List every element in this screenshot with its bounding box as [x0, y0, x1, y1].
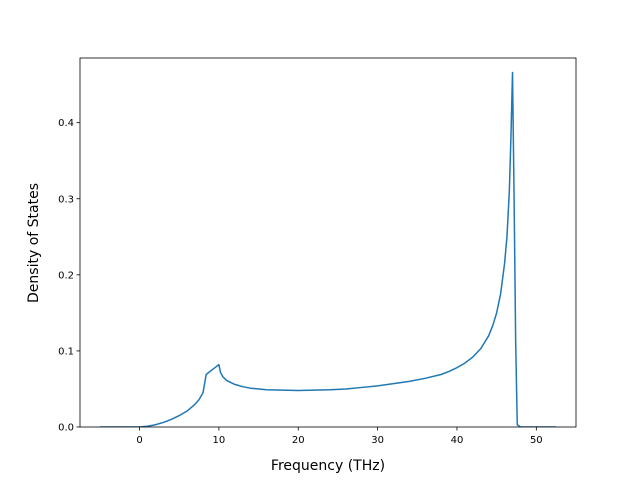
y-tick-label: 0.1	[58, 346, 74, 357]
y-tick-label: 0.4	[58, 118, 74, 129]
x-tick-label: 10	[213, 435, 226, 446]
y-tick-label: 0.0	[58, 423, 74, 434]
axes: 0 10 20 30 40 50 0.0 0.1 0.2 0.3 0.4	[58, 57, 577, 446]
series-line-0	[99, 71, 557, 427]
plot-area	[99, 71, 557, 427]
y-tick-label: 0.3	[58, 194, 74, 205]
x-tick-label: 20	[292, 435, 305, 446]
axes-frame	[79, 57, 577, 428]
x-tick-label: 40	[451, 435, 464, 446]
x-tick-label: 30	[371, 435, 384, 446]
x-tick-label: 0	[136, 435, 142, 446]
x-tick-label: 50	[530, 435, 543, 446]
y-axis-label: Density of States	[26, 183, 42, 303]
x-axis-label: Frequency (THz)	[271, 458, 385, 474]
y-tick-label: 0.2	[58, 270, 74, 281]
